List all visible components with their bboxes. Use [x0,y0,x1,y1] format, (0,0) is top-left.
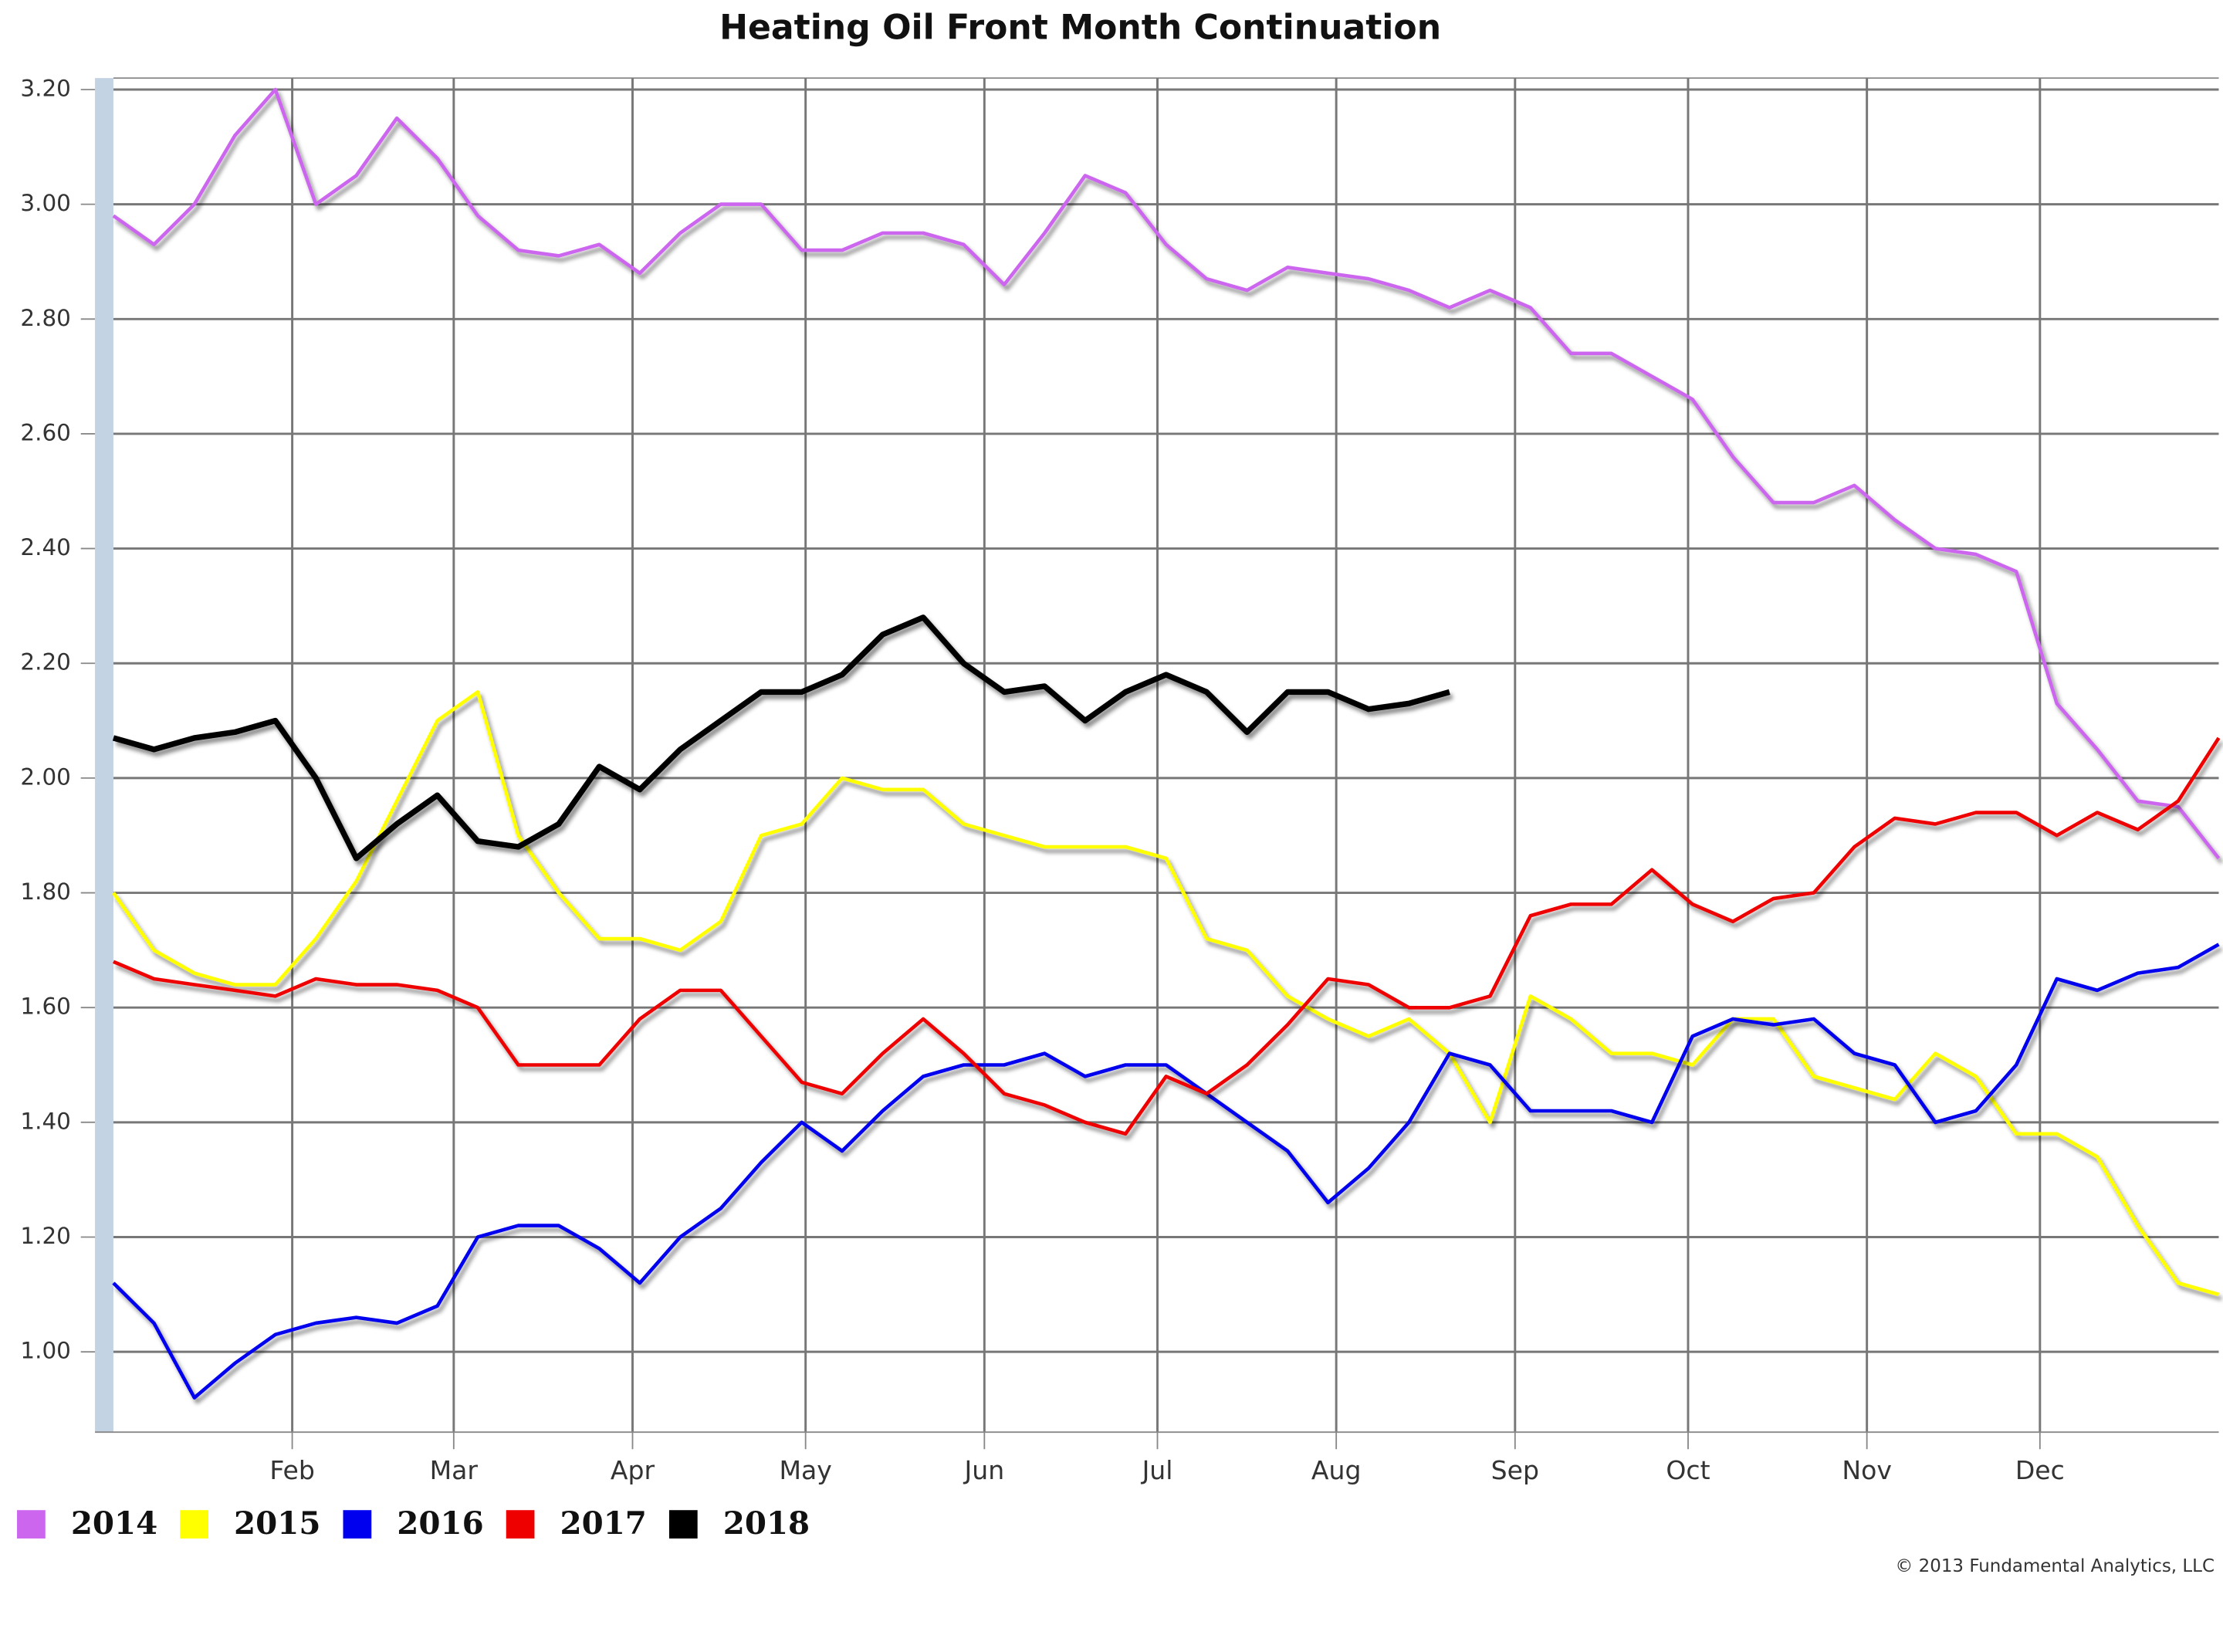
x-tick-label: Nov [1842,1455,1892,1485]
series-line [112,943,2220,1400]
x-tick-label: Oct [1666,1455,1710,1485]
series-line [112,690,2220,1297]
x-tick-label: Jul [1141,1455,1173,1485]
legend-label: 2014 [71,1505,157,1542]
y-tick-label: 1.20 [20,1223,70,1249]
x-tick-label: Aug [1311,1455,1362,1485]
x-tick-label: Jun [963,1455,1005,1485]
y-tick-label: 2.80 [20,305,70,331]
y-tick-label: 2.20 [20,649,70,675]
legend-label: 2015 [234,1505,320,1542]
axis-band [95,78,113,1433]
x-tick-label: Mar [430,1455,479,1485]
y-tick-label: 3.20 [20,75,70,101]
legend-swatch [506,1510,535,1539]
legend-swatch [343,1510,372,1539]
x-tick-label: Dec [2015,1455,2065,1485]
legend-swatch [668,1510,698,1539]
x-tick-label: Apr [611,1455,655,1485]
legend-swatch [180,1510,208,1539]
y-tick-label: 3.00 [20,190,70,216]
x-tick-label: Feb [269,1455,315,1485]
x-tick-label: Sep [1491,1455,1539,1485]
y-tick-label: 2.40 [20,534,70,560]
legend-label: 2016 [397,1505,483,1542]
credit: © 2013 Fundamental Analytics, LLC [1895,1556,2215,1576]
chart-title: Heating Oil Front Month Continuation [719,8,1441,48]
y-tick-label: 2.60 [20,419,70,445]
y-tick-label: 1.00 [20,1338,70,1364]
series-line [112,614,1450,862]
legend-label: 2018 [723,1505,810,1542]
legend-label: 2017 [560,1505,647,1542]
series-line [113,736,2221,1136]
y-tick-label: 2.00 [20,763,70,790]
y-tick-label: 1.80 [20,878,70,905]
series-line [112,87,2221,860]
x-tick-label: May [780,1455,832,1485]
y-tick-label: 1.40 [20,1108,70,1134]
legend-swatch [17,1510,46,1539]
y-tick-label: 1.60 [20,994,70,1020]
